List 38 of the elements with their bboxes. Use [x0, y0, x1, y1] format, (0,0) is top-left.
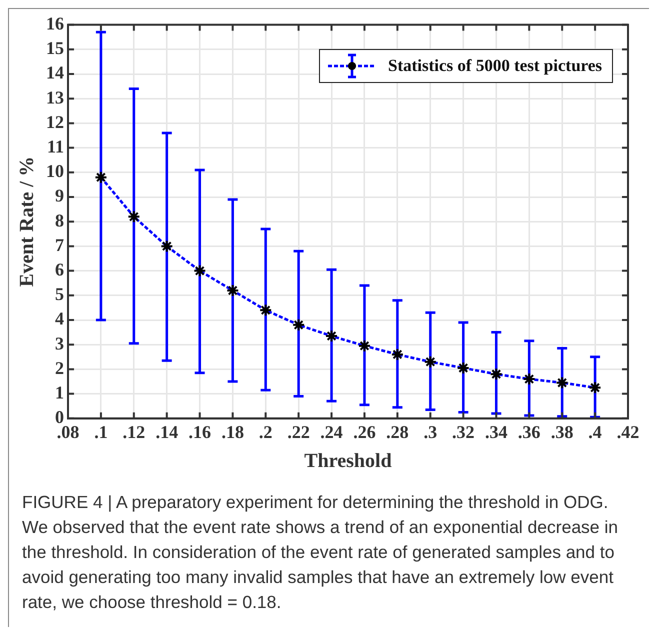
y-tick-label: 0: [55, 407, 64, 428]
y-tick-label: 6: [55, 259, 64, 280]
x-tick-label: .2: [258, 422, 272, 442]
y-tick-label: 1: [55, 382, 64, 402]
y-tick-label: 16: [46, 13, 64, 34]
x-tick-label: .28: [386, 422, 409, 442]
y-tick-label: 3: [55, 333, 64, 354]
x-tick-label: .16: [188, 422, 212, 442]
y-tick-label: 2: [55, 358, 64, 378]
y-tick-label: 4: [55, 308, 64, 329]
x-tick-label: .3: [424, 422, 438, 442]
x-tick-label: .12: [122, 422, 146, 442]
x-tick-label: .1: [94, 422, 108, 442]
y-tick-label: 15: [46, 38, 64, 58]
y-axis-title: Event Rate / %: [16, 156, 38, 287]
y-tick-label: 9: [55, 186, 64, 206]
x-tick-label: .22: [287, 422, 310, 442]
y-tick-label: 5: [55, 284, 64, 304]
y-tick-label: 14: [46, 62, 64, 83]
x-tick-label: .14: [156, 422, 178, 442]
y-tick-label: 7: [55, 234, 64, 255]
x-axis-title: Threshold: [304, 450, 392, 472]
x-tick-label: .32: [452, 422, 475, 442]
x-tick-label: .4: [588, 422, 602, 442]
y-tick-label: 11: [46, 136, 64, 156]
x-tick-label: .26: [353, 422, 376, 442]
x-tick-label: .18: [221, 422, 244, 442]
x-tick-label: .24: [320, 422, 343, 442]
x-tick-label: .42: [616, 422, 640, 442]
y-tick-label: 8: [55, 210, 64, 230]
x-tick-label: .38: [550, 422, 574, 442]
x-tick-label: .36: [518, 422, 540, 442]
legend-label: Statistics of 5000 test pictures: [388, 56, 602, 76]
caption: FIGURE 4 | A preparatory experiment for determining the threshold in ODG. We observed that the event rate shows a trend of an exponential decrease in the threshold. In consideration of the event rate of generated samples and to avoid generating too many invalid samples that have an extremely low event rate, we choose threshold = 0.18.: [22, 492, 618, 612]
y-tick-label: 13: [46, 87, 64, 108]
y-tick-label: 12: [46, 112, 64, 132]
y-tick-label: 10: [46, 161, 64, 182]
x-tick-label: .34: [484, 422, 508, 442]
